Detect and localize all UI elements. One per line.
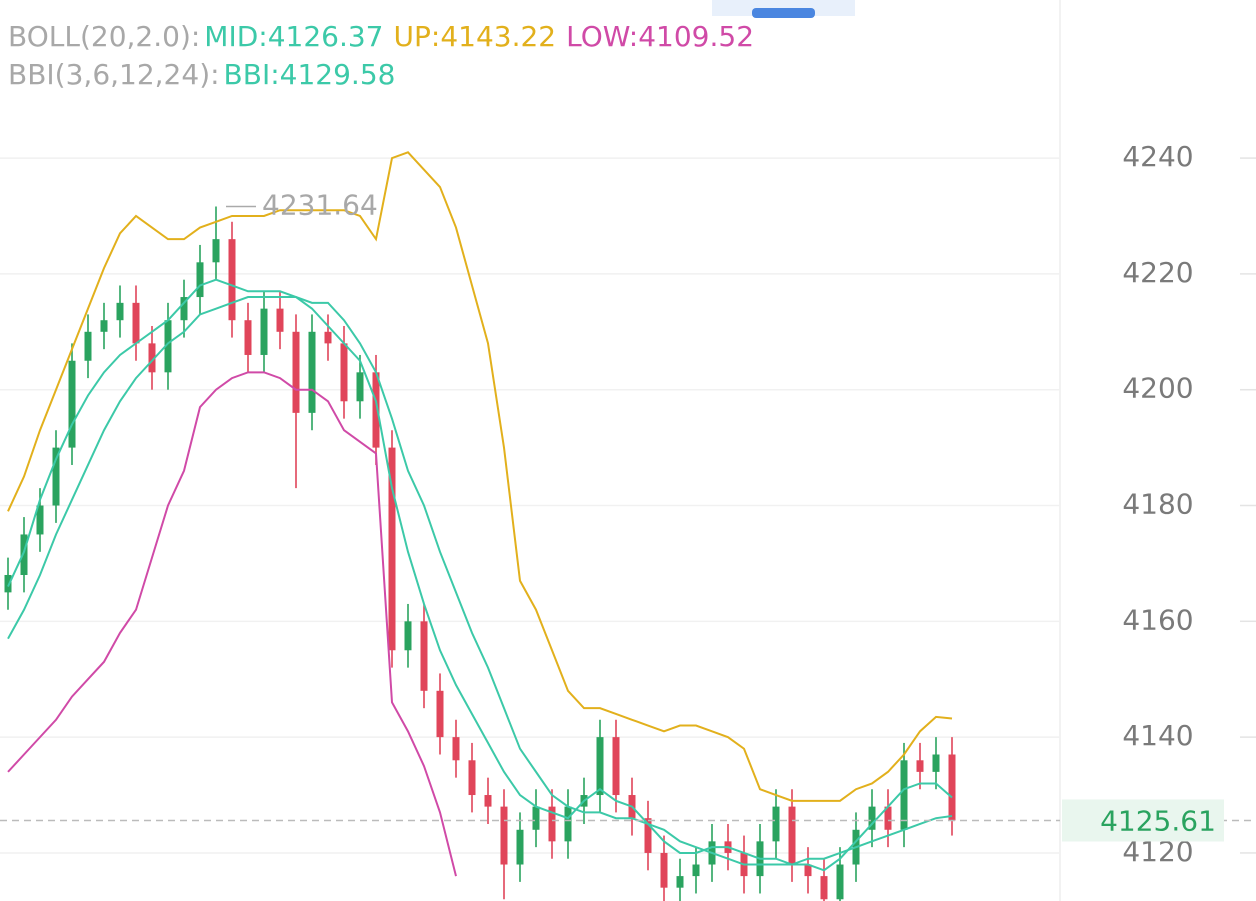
legend-entry: MID:4126.37 [204,20,383,53]
y-tick-label: 4200 [1122,372,1193,405]
candle-body [420,621,428,691]
indicator-label: BOLL(20,2.0): [8,20,200,53]
candle-body [612,737,620,796]
candle-body [372,372,380,448]
indicator-line [7,296,953,866]
candle-body [308,331,316,413]
candle-body [20,534,28,575]
candle-body [132,302,140,344]
legend-line: BBI(3,6,12,24): BBI:4129.58 [8,58,395,91]
candle-body [100,320,108,332]
candle-body [452,737,460,761]
candle-body [884,806,892,830]
candle-body [324,331,332,344]
candle-body [468,760,476,796]
max-label: 4231.64 [262,188,378,221]
candle-body [868,806,876,830]
candle-body [196,262,204,298]
candle-body [804,864,812,877]
candle-body [292,331,300,413]
candle-body [836,864,844,900]
candle-body [180,297,188,321]
candle-body [692,864,700,877]
legend-entry: UP:4143.22 [394,20,557,53]
candle-body [772,806,780,842]
indicator-line [7,371,457,877]
candle-body [244,320,252,355]
y-tick-label: 4240 [1122,140,1193,173]
candle-body [356,372,364,402]
indicator-label: BBI(3,6,12,24): [8,58,220,91]
candle-body [948,754,956,821]
last-price-box [1062,799,1224,842]
candle-body [404,621,412,651]
candle-body [212,239,220,263]
indicator-line [7,278,953,872]
candle-body [932,754,940,772]
candle-body [900,760,908,830]
candle-body [52,447,60,506]
candle-body [820,876,828,900]
candle-body [644,818,652,853]
candle-body [4,574,12,593]
legend-entry: LOW:4109.52 [566,20,754,53]
candle-body [436,690,444,738]
candle-body [36,505,44,535]
grid [0,157,1060,854]
candle-body [276,308,284,332]
y-tick-label: 4160 [1122,603,1193,636]
candle-body [676,876,684,888]
candle-body [548,806,556,842]
indicator-line [7,151,953,802]
candle-body [500,806,508,865]
candle-body [484,795,492,807]
candle-body [260,308,268,355]
candle-body [228,239,236,321]
candle-body [148,343,156,373]
last-price-label: 4125.61 [1100,804,1216,837]
legend-line: BOLL(20,2.0): MID:4126.37 UP:4143.22 LOW:41… [8,20,754,53]
candle-body [340,343,348,402]
y-tick-label: 4180 [1122,488,1193,521]
y-tick-label: 4140 [1122,719,1193,752]
candle-body [660,852,668,888]
plot-area: 4231.64 [0,151,1060,901]
y-tick-label: 4220 [1122,256,1193,289]
candle-body [84,331,92,361]
candle-body [532,806,540,830]
candle-body [116,302,124,321]
candle-body [788,806,796,865]
candle-body [596,737,604,796]
candle-body [388,447,396,651]
candle-body [164,320,172,373]
candle-body [564,806,572,842]
candle-body [68,360,76,448]
legend: BOLL(20,2.0): MID:4126.37 UP:4143.22 LOW:41… [8,20,754,91]
legend-entry: BBI:4129.58 [224,58,396,91]
candle-body [516,829,524,865]
candle-body [916,760,924,772]
top-tab-pill [752,8,815,18]
